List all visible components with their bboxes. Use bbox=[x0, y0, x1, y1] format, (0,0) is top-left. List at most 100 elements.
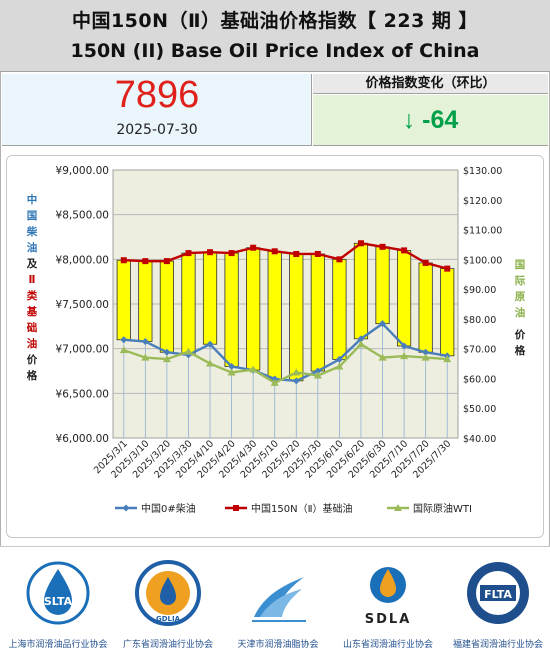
wti-series-point bbox=[270, 378, 279, 386]
left-tick-label: ¥9,000.00 bbox=[56, 165, 109, 177]
legend-diesel-point bbox=[122, 504, 130, 512]
legend-wti-label: 国际原油WTI bbox=[413, 502, 472, 515]
wti-series-point bbox=[378, 353, 387, 361]
wti-series-point bbox=[335, 362, 344, 370]
gdlia-logo-icon: GDLIA bbox=[135, 560, 201, 626]
svg-text:SLTA: SLTA bbox=[44, 595, 73, 608]
right-axis-label-black: 价 bbox=[515, 329, 526, 341]
floating-bar bbox=[246, 247, 261, 371]
index-panel: 7896 2025-07-30 bbox=[2, 74, 312, 146]
association-name: 山东省润滑油行业协会 bbox=[342, 640, 433, 650]
wti-series-point bbox=[227, 368, 236, 376]
left-tick-label: ¥6,500.00 bbox=[56, 388, 109, 400]
change-value: ↓ -64 bbox=[402, 106, 459, 134]
right-tick-label: $110.00 bbox=[463, 226, 502, 237]
diesel-series-point bbox=[422, 348, 430, 356]
association-name: 上海市润滑油品行业协会 bbox=[8, 640, 108, 650]
change-label-panel: 价格指数变化（环比） bbox=[313, 74, 548, 94]
diesel-series-point bbox=[292, 377, 300, 385]
baseoil-series-point bbox=[314, 250, 321, 257]
diesel-series-point bbox=[120, 336, 128, 344]
diesel-series-point bbox=[357, 335, 365, 343]
baseoil-series-point bbox=[120, 257, 127, 264]
baseoil-series-point bbox=[293, 250, 300, 257]
floating-bar bbox=[224, 252, 239, 367]
floating-bar bbox=[397, 250, 412, 347]
legend-wti-point bbox=[394, 504, 402, 511]
association-name: 福建省润滑油行业协会 bbox=[452, 640, 543, 650]
slta-logo-icon: SLTA bbox=[26, 561, 90, 625]
left-axis-label-black: 及 bbox=[27, 258, 38, 270]
left-axis-label-red: 础 bbox=[27, 321, 38, 334]
floating-bar bbox=[375, 246, 390, 325]
right-axis-label-green: 国 bbox=[515, 259, 526, 271]
baseoil-series-point bbox=[185, 250, 192, 257]
diesel-series-point bbox=[206, 340, 214, 348]
left-axis-label-red: 油 bbox=[27, 337, 38, 350]
wti-series-point bbox=[119, 346, 128, 354]
baseoil-series-point bbox=[357, 240, 364, 247]
change-label: 价格指数变化（环比） bbox=[365, 76, 496, 91]
chart-container: ¥6,000.00 ¥6,500.00 ¥7,000.00 ¥7,500.00 ¥8,0… bbox=[6, 155, 544, 538]
diesel-series-line bbox=[123, 322, 448, 383]
change-panel: ↓ -64 bbox=[313, 95, 548, 146]
right-tick-label: $60.00 bbox=[463, 374, 496, 385]
baseoil-series-point bbox=[207, 249, 214, 256]
floating-bar bbox=[116, 259, 131, 341]
sdla-logo-icon: SDLA bbox=[365, 567, 409, 627]
baseoil-series-point bbox=[444, 265, 451, 272]
legend-baseoil-point bbox=[233, 505, 239, 511]
left-axis-label-red: 基 bbox=[26, 305, 38, 318]
left-axis-label-black: 格 bbox=[27, 369, 38, 382]
diesel-series-point bbox=[335, 355, 343, 363]
left-axis-label-blue: 油 bbox=[27, 241, 38, 254]
floating-bar bbox=[159, 260, 174, 353]
left-axis-label-blue: 中 bbox=[27, 193, 38, 206]
right-axis-label-black: 格 bbox=[515, 344, 526, 357]
title-english: 150N (II) Base Oil Price Index of China bbox=[70, 40, 480, 62]
svg-text:FLTA: FLTA bbox=[484, 588, 512, 601]
diesel-series-point bbox=[141, 338, 149, 346]
baseoil-series-line bbox=[123, 241, 448, 270]
diesel-series-point bbox=[228, 363, 236, 371]
right-tick-label: $90.00 bbox=[463, 285, 496, 296]
association-flta: FLTA 福建省润滑油行业协会 bbox=[444, 555, 550, 651]
right-axis-label-green: 际 bbox=[515, 275, 526, 287]
right-tick-label: $70.00 bbox=[463, 345, 496, 356]
diesel-series-point bbox=[379, 320, 387, 328]
left-axis-label-red: 类 bbox=[27, 289, 38, 302]
index-value: 7896 bbox=[114, 74, 200, 116]
floating-bar bbox=[289, 253, 304, 382]
right-axis-label-green: 原 bbox=[515, 291, 526, 303]
left-tick-label: ¥6,000.00 bbox=[56, 433, 109, 445]
right-tick-label: $40.00 bbox=[463, 434, 496, 445]
flta-logo-icon: FLTA bbox=[467, 562, 529, 624]
floating-bar bbox=[310, 253, 325, 372]
wti-series-point bbox=[141, 353, 150, 361]
wti-series-point bbox=[313, 371, 322, 379]
right-tick-label: $120.00 bbox=[463, 196, 502, 207]
baseoil-series-point bbox=[250, 244, 257, 251]
diesel-series-point bbox=[184, 351, 192, 359]
baseoil-series-point bbox=[401, 247, 408, 254]
right-tick-label: $50.00 bbox=[463, 404, 496, 415]
left-axis-label-black: 价 bbox=[27, 354, 38, 366]
right-tick-label: $130.00 bbox=[463, 166, 502, 177]
floating-bar bbox=[353, 242, 369, 340]
svg-text:GDLIA: GDLIA bbox=[156, 615, 181, 623]
floating-bar bbox=[138, 260, 153, 342]
wti-series-line bbox=[123, 342, 448, 385]
wti-series-point bbox=[443, 355, 452, 363]
right-tick-label: $80.00 bbox=[463, 315, 496, 326]
left-tick-label: ¥7,500.00 bbox=[56, 299, 109, 311]
diesel-series-point bbox=[314, 367, 322, 375]
diesel-series-point bbox=[400, 342, 408, 350]
association-sdla: SDLA 山东省润滑油行业协会 bbox=[334, 555, 442, 651]
baseoil-series-point bbox=[379, 243, 386, 250]
left-axis-label-blue: 国 bbox=[27, 210, 38, 222]
floating-bar bbox=[418, 262, 433, 353]
floating-bar bbox=[332, 258, 347, 360]
association-name: 广东省润滑油行业协会 bbox=[122, 640, 213, 650]
association-name: 天津市润滑油脂协会 bbox=[237, 640, 319, 650]
right-axis-label-green: 油 bbox=[515, 306, 526, 319]
